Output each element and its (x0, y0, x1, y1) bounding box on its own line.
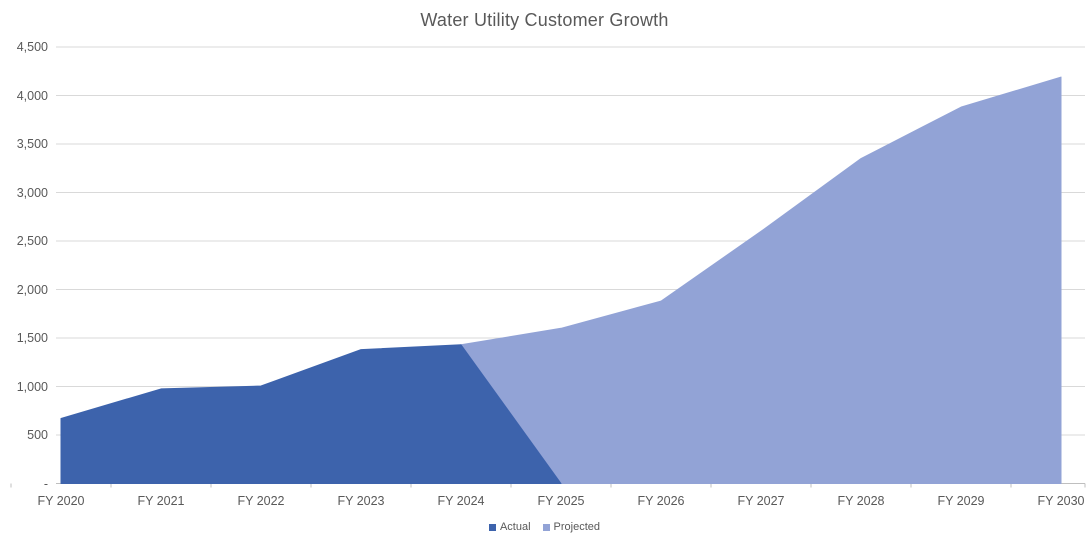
area-series-actual (60, 344, 562, 484)
area-series-projected (460, 76, 1062, 484)
legend: Actual Projected (0, 521, 1089, 533)
y-axis-label: 3,500 (16, 137, 48, 151)
x-axis-label: FY 2029 (937, 494, 985, 508)
legend-swatch-projected-icon (542, 523, 550, 531)
x-axis-label: FY 2020 (37, 494, 85, 508)
x-axis-label: FY 2025 (537, 494, 585, 508)
legend-label: Actual (499, 521, 531, 533)
x-axis-label: FY 2022 (237, 494, 285, 508)
x-axis-label: FY 2026 (637, 494, 685, 508)
y-axis-label: 3,000 (16, 185, 48, 200)
y-axis-label: 4,000 (16, 88, 48, 103)
y-axis-label: 4,500 (16, 40, 48, 54)
x-axis-label: FY 2027 (737, 494, 785, 508)
x-axis-label: FY 2028 (837, 494, 885, 508)
x-axis: FY 2020 FY 2021 FY 2022 FY 2023 FY 2024 FY 20… (0, 493, 1089, 511)
x-axis-label: FY 2030 (1037, 494, 1085, 508)
y-axis: - 500 1,000 1,500 2,000 2,500 3,000 3,500 4,000 4… (0, 0, 48, 546)
x-axis-label: FY 2024 (437, 494, 485, 508)
x-axis-label: FY 2023 (337, 494, 385, 508)
y-axis-label: 1,500 (16, 331, 48, 345)
legend-swatch-actual-icon (488, 523, 496, 531)
chart-title: Water Utility Customer Growth (420, 10, 669, 30)
legend-item-projected: Projected (542, 521, 601, 533)
y-axis-label: 2,500 (16, 234, 48, 248)
y-axis-label: 1,000 (16, 379, 48, 394)
legend-label: Projected (553, 521, 601, 533)
y-axis-label: 500 (27, 428, 48, 442)
legend-item-actual: Actual (488, 521, 531, 533)
y-axis-label: - (43, 476, 48, 491)
x-axis-label: FY 2021 (137, 494, 185, 508)
y-axis-label: 2,000 (16, 282, 48, 297)
